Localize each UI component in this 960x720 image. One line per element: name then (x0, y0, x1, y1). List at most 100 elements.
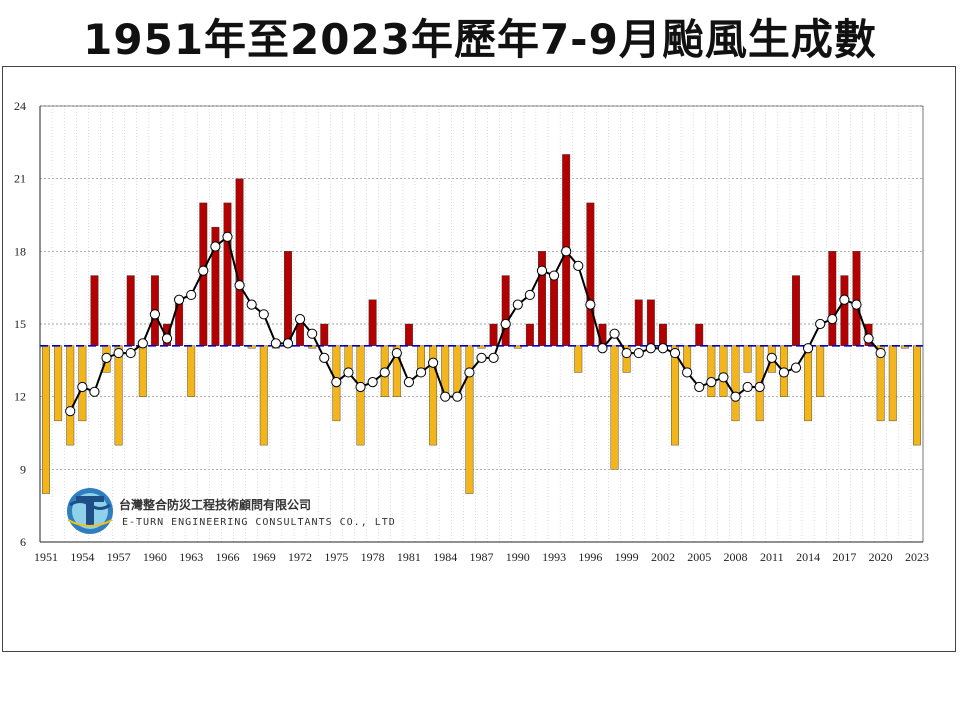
x-tick-label: 1954 (70, 550, 94, 564)
trend-point-1979 (379, 367, 390, 378)
x-tick-label: 1990 (506, 550, 530, 564)
y-tick-label: 21 (14, 172, 26, 186)
trend-point-1954 (77, 381, 88, 393)
trend-point-1959 (137, 338, 148, 349)
trend-point-2016 (827, 314, 838, 325)
trend-point-1999 (621, 347, 632, 359)
trend-point-2014 (802, 343, 814, 354)
x-tick-label: 1972 (288, 550, 312, 564)
x-tick-label: 2005 (687, 550, 711, 564)
bar-1995 (574, 345, 583, 373)
bar-2007 (719, 345, 728, 397)
bar-1963 (187, 345, 196, 397)
chart-frame (2, 66, 956, 652)
trend-point-1992 (536, 265, 548, 276)
bar-1951 (42, 345, 50, 494)
bar-1985 (453, 345, 462, 397)
trend-point-1968 (246, 299, 257, 310)
bar-2018 (852, 251, 861, 346)
bar-2013 (792, 275, 800, 346)
bar-1986 (465, 345, 474, 494)
x-tick-label: 1963 (179, 550, 203, 564)
x-tick-label: 2008 (724, 550, 748, 564)
bar-1967 (235, 178, 244, 347)
y-tick-label: 6 (20, 535, 26, 549)
bar-2021 (888, 345, 897, 422)
trend-point-1957 (113, 347, 124, 359)
trend-point-2005 (694, 381, 705, 393)
bar-1980 (392, 345, 401, 397)
bar-1966 (223, 202, 232, 347)
axes: 6 9 12 15 18 21 24 1951 1954 1957 1960 1963 1966 1969… (14, 99, 929, 564)
trend-point-1985 (452, 391, 463, 402)
trend-point-1972 (294, 314, 306, 325)
bar-1958 (126, 275, 135, 346)
y-tick-label: 24 (14, 99, 26, 113)
trend-point-1984 (440, 391, 451, 402)
bar-1997 (598, 323, 607, 346)
bar-2000 (634, 299, 643, 346)
bar-2023 (913, 345, 921, 446)
x-tick-label: 1981 (397, 550, 421, 564)
bar-1992 (538, 251, 546, 346)
x-tick-label: 2017 (832, 550, 856, 564)
trend-point-2004 (682, 367, 693, 378)
trend-point-2002 (657, 343, 669, 354)
trend-point-2012 (778, 367, 789, 378)
trend-point-2020 (875, 347, 886, 359)
x-tick-label: 1969 (252, 550, 276, 564)
trend-point-1975 (331, 377, 342, 388)
x-tick-label: 1978 (361, 550, 385, 564)
bar-1978 (368, 299, 377, 346)
trend-point-1989 (500, 318, 511, 330)
x-tick-label: 1996 (578, 550, 602, 564)
bar-1953 (66, 345, 75, 446)
bar-2008 (731, 345, 740, 422)
bar-1981 (404, 323, 413, 346)
bar-1999 (622, 345, 631, 373)
bar-1957 (114, 345, 123, 446)
trend-point-2000 (633, 347, 644, 359)
x-tick-label: 2002 (651, 550, 675, 564)
trend-point-2011 (766, 352, 777, 364)
bar-1988 (489, 323, 498, 346)
trend-point-1969 (258, 309, 269, 320)
bar-1969 (259, 345, 268, 446)
trend-point-1963 (186, 289, 197, 301)
trend-point-1978 (367, 377, 378, 388)
x-tick-label: 1984 (433, 550, 457, 564)
trend-point-2001 (645, 343, 656, 354)
y-tick-label: 18 (14, 244, 26, 258)
y-tick-label: 12 (14, 390, 26, 404)
bar-2015 (816, 345, 825, 397)
trend-point-1971 (282, 338, 294, 349)
x-tick-label: 2014 (796, 550, 820, 564)
y-tick-label: 15 (14, 317, 26, 331)
trend-point-1955 (89, 386, 100, 397)
trend-point-1960 (149, 309, 161, 320)
trend-point-1997 (597, 343, 608, 354)
trend-point-1996 (585, 299, 596, 310)
trend-point-1981 (403, 377, 415, 388)
bar-1974 (320, 323, 329, 346)
trend-point-1991 (524, 289, 535, 301)
company-logo: 台灣整合防災工程技術顧問有限公司 E-TURN ENGINEERING CONS… (67, 488, 395, 534)
x-tick-label: 1966 (215, 550, 239, 564)
x-tick-label: 1951 (34, 550, 58, 564)
x-tick-label: 1993 (542, 550, 566, 564)
bar-1972 (296, 323, 305, 346)
bar-1990 (513, 345, 522, 349)
bar-1977 (356, 345, 365, 446)
trend-point-1986 (464, 367, 475, 378)
bar-1959 (138, 345, 147, 397)
trend-point-2019 (863, 333, 874, 344)
x-tick-label: 1999 (615, 550, 639, 564)
trend-point-1990 (512, 299, 523, 310)
x-tick-label: 1960 (143, 550, 167, 564)
trend-point-1962 (174, 294, 185, 305)
bar-2006 (707, 345, 716, 397)
trend-point-1993 (548, 270, 560, 281)
wave-globe-logo-icon (67, 488, 113, 534)
trend-point-1967 (234, 280, 245, 291)
